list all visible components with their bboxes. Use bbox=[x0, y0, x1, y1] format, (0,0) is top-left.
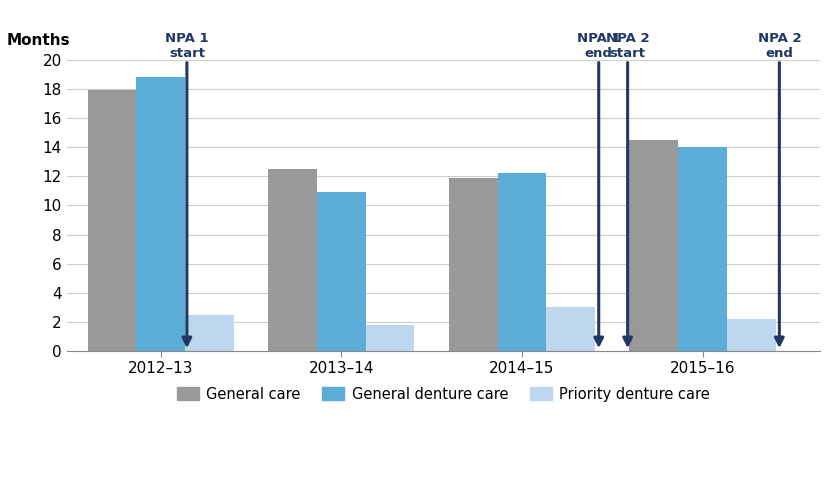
Bar bbox=[678, 147, 727, 351]
Bar bbox=[317, 192, 366, 351]
Bar bbox=[88, 90, 136, 351]
Text: NPA 2
end: NPA 2 end bbox=[757, 32, 801, 60]
Text: NPA 1
start: NPA 1 start bbox=[165, 32, 209, 60]
Bar bbox=[136, 77, 185, 351]
Bar bbox=[185, 315, 234, 351]
Bar bbox=[546, 307, 595, 351]
Text: Months: Months bbox=[7, 33, 70, 48]
Text: NPA 2
start: NPA 2 start bbox=[606, 32, 650, 60]
Bar bbox=[366, 325, 414, 351]
Bar bbox=[448, 178, 498, 351]
Bar bbox=[630, 140, 678, 351]
Bar bbox=[727, 319, 776, 351]
Bar bbox=[268, 169, 317, 351]
Bar bbox=[498, 173, 546, 351]
Text: NPA 1
end: NPA 1 end bbox=[577, 32, 620, 60]
Legend: General care, General denture care, Priority denture care: General care, General denture care, Prio… bbox=[171, 381, 716, 408]
